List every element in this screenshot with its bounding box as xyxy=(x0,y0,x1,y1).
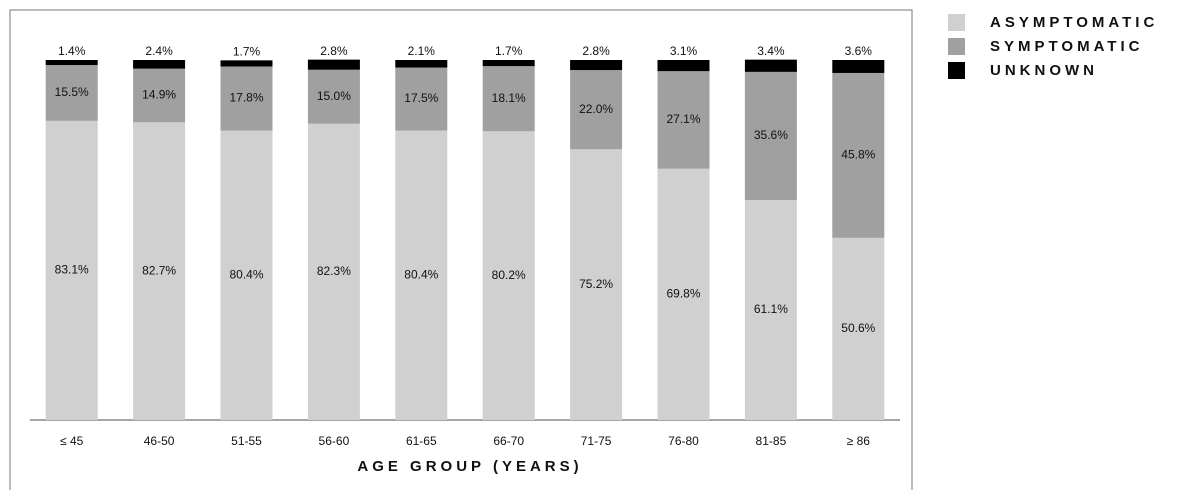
legend-swatch xyxy=(948,62,965,79)
data-label: 69.8% xyxy=(666,287,700,301)
data-label: 27.1% xyxy=(666,112,700,126)
bar-segment xyxy=(744,71,797,201)
data-label: 2.8% xyxy=(582,44,610,58)
x-axis-title: AGE GROUP (YEARS) xyxy=(357,458,582,475)
x-tick-label: 61-65 xyxy=(406,434,437,448)
data-label: 15.5% xyxy=(55,85,89,99)
data-label: 15.0% xyxy=(317,89,351,103)
x-tick-label: 56-60 xyxy=(319,434,350,448)
bar-segment xyxy=(657,71,710,169)
chart-frame xyxy=(9,9,913,490)
bar-segment xyxy=(307,59,360,70)
x-tick-label: 81-85 xyxy=(756,434,787,448)
data-label: 82.3% xyxy=(317,264,351,278)
x-tick-label: 71-75 xyxy=(581,434,612,448)
data-label: 2.1% xyxy=(408,44,436,58)
data-label: 17.5% xyxy=(404,91,438,105)
data-label: 17.8% xyxy=(229,91,263,105)
bar-segment xyxy=(482,131,535,420)
bar-segment xyxy=(482,66,535,132)
data-label: 82.7% xyxy=(142,263,176,277)
x-tick-label: 51-55 xyxy=(231,434,262,448)
legend-swatch xyxy=(948,14,965,31)
data-label: 14.9% xyxy=(142,88,176,102)
bar-segment xyxy=(832,60,885,73)
data-label: 1.7% xyxy=(495,44,523,58)
data-label: 1.7% xyxy=(233,45,261,59)
legend-label: UNKNOWN xyxy=(990,62,1098,79)
data-label: 80.2% xyxy=(492,268,526,282)
data-label: 22.0% xyxy=(579,102,613,116)
bar-segment xyxy=(570,70,623,150)
data-label: 50.6% xyxy=(841,321,875,335)
data-label: 75.2% xyxy=(579,277,613,291)
bar-segment xyxy=(744,200,797,420)
data-label: 80.4% xyxy=(229,267,263,281)
data-label: 35.6% xyxy=(754,128,788,142)
data-label: 80.4% xyxy=(404,267,438,281)
x-tick-label: 46-50 xyxy=(144,434,175,448)
x-tick-label: 66-70 xyxy=(493,434,524,448)
bar-segment xyxy=(133,60,186,69)
data-label: 45.8% xyxy=(841,148,875,162)
data-label: 3.6% xyxy=(845,44,873,58)
data-label: 3.4% xyxy=(757,44,785,58)
legend-swatch xyxy=(948,38,965,55)
x-tick-label: 76-80 xyxy=(668,434,699,448)
bar-segment xyxy=(657,168,710,420)
data-label: 18.1% xyxy=(492,91,526,105)
bar-segment xyxy=(45,60,98,66)
bar-segment xyxy=(395,60,448,68)
bar-segment xyxy=(307,123,360,420)
bar-segment xyxy=(832,72,885,238)
legend-label: ASYMPTOMATIC xyxy=(990,14,1158,31)
x-tick-label: ≥ 86 xyxy=(847,434,871,448)
bar-segment xyxy=(570,60,623,71)
bar-segment xyxy=(220,130,273,420)
bar-segment xyxy=(570,149,623,420)
bar-segment xyxy=(220,60,273,67)
data-label: 2.8% xyxy=(320,44,348,58)
data-label: 1.4% xyxy=(58,44,86,58)
data-label: 83.1% xyxy=(55,263,89,277)
bar-segment xyxy=(832,237,885,420)
data-label: 2.4% xyxy=(145,44,173,58)
bar-segment xyxy=(307,69,360,124)
bar-segment xyxy=(395,67,448,131)
bar-segment xyxy=(45,120,98,420)
bar-segment xyxy=(482,60,535,67)
x-tick-label: ≤ 45 xyxy=(60,434,84,448)
bar-segment xyxy=(133,122,186,420)
legend-label: SYMPTOMATIC xyxy=(990,38,1143,55)
bar-segment xyxy=(45,65,98,121)
bar-segment xyxy=(657,60,710,72)
bar-segment xyxy=(133,68,186,123)
data-label: 61.1% xyxy=(754,302,788,316)
bar-segment xyxy=(220,66,273,131)
data-label: 3.1% xyxy=(670,44,698,58)
bar-segment xyxy=(395,130,448,420)
bar-segment xyxy=(744,59,797,72)
